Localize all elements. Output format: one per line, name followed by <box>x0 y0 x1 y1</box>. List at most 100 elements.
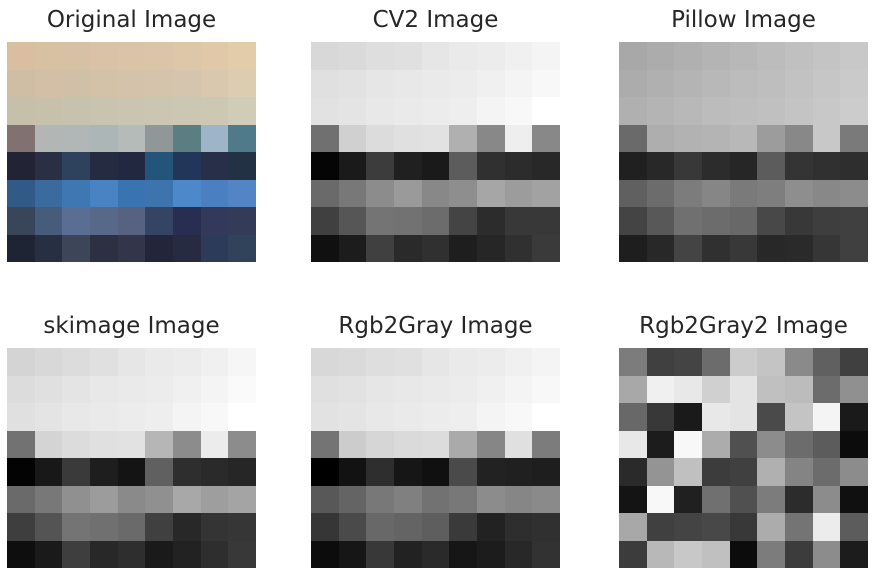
pixel-cell <box>145 430 173 458</box>
pixel-cell <box>532 234 560 262</box>
pixel-cell <box>338 348 367 376</box>
pixel-cell <box>421 540 450 568</box>
pixel-cell <box>200 207 229 235</box>
pixel-cell <box>504 69 533 97</box>
pixel-cell <box>476 430 505 458</box>
pixel-cell <box>619 540 647 568</box>
pixel-cell <box>840 179 868 207</box>
pixel-cell <box>7 69 35 97</box>
image-skimage <box>7 348 256 568</box>
pixel-cell <box>421 485 450 513</box>
pixel-cell <box>784 179 813 207</box>
pixel-cell <box>421 513 450 541</box>
pixel-cell <box>145 152 173 180</box>
pixel-cell <box>449 430 477 458</box>
pixel-cell <box>646 540 675 568</box>
pixel-cell <box>674 540 702 568</box>
pixel-cell <box>421 179 450 207</box>
pixel-cell <box>729 234 758 262</box>
pixel-cell <box>34 430 63 458</box>
pixel-cell <box>7 234 35 262</box>
pixel-cell <box>117 234 146 262</box>
pixel-cell <box>729 375 758 403</box>
pixel-cell <box>504 458 533 486</box>
pixel-cell <box>421 124 450 152</box>
pixel-cell <box>674 124 702 152</box>
pixel-cell <box>311 375 339 403</box>
pixel-cell <box>34 348 63 376</box>
pixel-cell <box>449 97 477 125</box>
pixel-cell <box>646 207 675 235</box>
pixel-cell <box>228 179 256 207</box>
pixel-cell <box>62 348 90 376</box>
pixel-cell <box>421 207 450 235</box>
pixel-cell <box>117 179 146 207</box>
pixel-cell <box>504 42 533 70</box>
pixel-cell <box>619 403 647 431</box>
pixel-cell <box>757 430 785 458</box>
pixel-cell <box>449 348 477 376</box>
pixel-cell <box>34 69 63 97</box>
pixel-cell <box>646 458 675 486</box>
pixel-cell <box>172 97 201 125</box>
panel-title: Rgb2Gray2 Image <box>639 313 848 339</box>
pixel-cell <box>172 513 201 541</box>
pixel-cell <box>421 69 450 97</box>
pixel-cell <box>366 375 394 403</box>
pixel-cell <box>366 69 394 97</box>
pixel-cell <box>366 513 394 541</box>
pixel-cell <box>145 97 173 125</box>
pixel-cell <box>421 430 450 458</box>
pixel-cell <box>7 97 35 125</box>
pixel-cell <box>62 234 90 262</box>
pixel-cell <box>338 403 367 431</box>
pixel-cell <box>812 42 841 70</box>
pixel-cell <box>228 234 256 262</box>
pixel-cell <box>504 179 533 207</box>
pixel-cell <box>228 430 256 458</box>
pixel-cell <box>757 152 785 180</box>
pixel-cell <box>117 348 146 376</box>
pixel-cell <box>62 69 90 97</box>
pixel-cell <box>421 97 450 125</box>
pixel-cell <box>646 513 675 541</box>
pixel-cell <box>172 42 201 70</box>
pixel-cell <box>311 124 339 152</box>
pixel-cell <box>172 69 201 97</box>
pixel-cell <box>200 458 229 486</box>
pixel-cell <box>338 513 367 541</box>
pixel-cell <box>393 152 422 180</box>
pixel-cell <box>117 207 146 235</box>
pixel-cell <box>840 540 868 568</box>
pixel-cell <box>812 458 841 486</box>
pixel-cell <box>504 540 533 568</box>
pixel-cell <box>200 69 229 97</box>
pixel-cell <box>757 179 785 207</box>
pixel-cell <box>200 179 229 207</box>
pixel-cell <box>7 207 35 235</box>
pixel-cell <box>757 207 785 235</box>
pixel-cell <box>674 458 702 486</box>
pixel-cell <box>701 234 730 262</box>
pixel-cell <box>393 124 422 152</box>
pixel-cell <box>145 458 173 486</box>
pixel-cell <box>89 179 118 207</box>
pixel-cell <box>338 97 367 125</box>
pixel-cell <box>619 69 647 97</box>
pixel-cell <box>619 124 647 152</box>
pixel-cell <box>476 375 505 403</box>
pixel-cell <box>421 375 450 403</box>
pixel-cell <box>812 485 841 513</box>
pixel-cell <box>311 485 339 513</box>
pixel-cell <box>366 403 394 431</box>
pixel-cell <box>674 207 702 235</box>
pixel-cell <box>89 124 118 152</box>
panel-original-image: Original Image <box>7 2 256 264</box>
pixel-cell <box>757 69 785 97</box>
pixel-cell <box>757 124 785 152</box>
pixel-cell <box>393 513 422 541</box>
pixel-cell <box>145 42 173 70</box>
pixel-cell <box>34 513 63 541</box>
pixel-cell <box>117 458 146 486</box>
pixel-cell <box>89 513 118 541</box>
